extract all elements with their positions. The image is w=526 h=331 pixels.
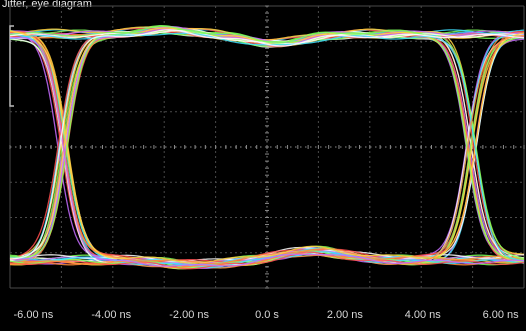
x-tick-label: 2.00 ns — [327, 309, 364, 321]
waveform-trace — [9, 33, 524, 265]
x-tick-label: 0.0 s — [255, 309, 279, 321]
waveform-trace — [9, 29, 525, 260]
waveform-trace — [9, 25, 525, 260]
waveform-trace — [10, 34, 525, 269]
waveform-trace — [9, 28, 525, 261]
x-tick-label: -6.00 ns — [13, 309, 53, 321]
waveform-trace — [10, 31, 525, 265]
x-tick-label: 6.00 ns — [483, 309, 520, 321]
waveform-trace — [9, 35, 525, 269]
x-tick-label: -4.00 ns — [91, 309, 131, 321]
screen-top-label: Jitter, eye diagram — [2, 0, 92, 10]
x-tick-label: 4.00 ns — [405, 309, 442, 321]
channel-marker — [9, 25, 14, 107]
waveform-trace — [9, 28, 525, 261]
waveform-trace — [9, 36, 525, 267]
waveform-trace — [9, 26, 525, 44]
waveform-trace — [9, 30, 525, 264]
waveform-trace — [9, 29, 525, 260]
x-tick-label: -2.00 ns — [169, 309, 209, 321]
